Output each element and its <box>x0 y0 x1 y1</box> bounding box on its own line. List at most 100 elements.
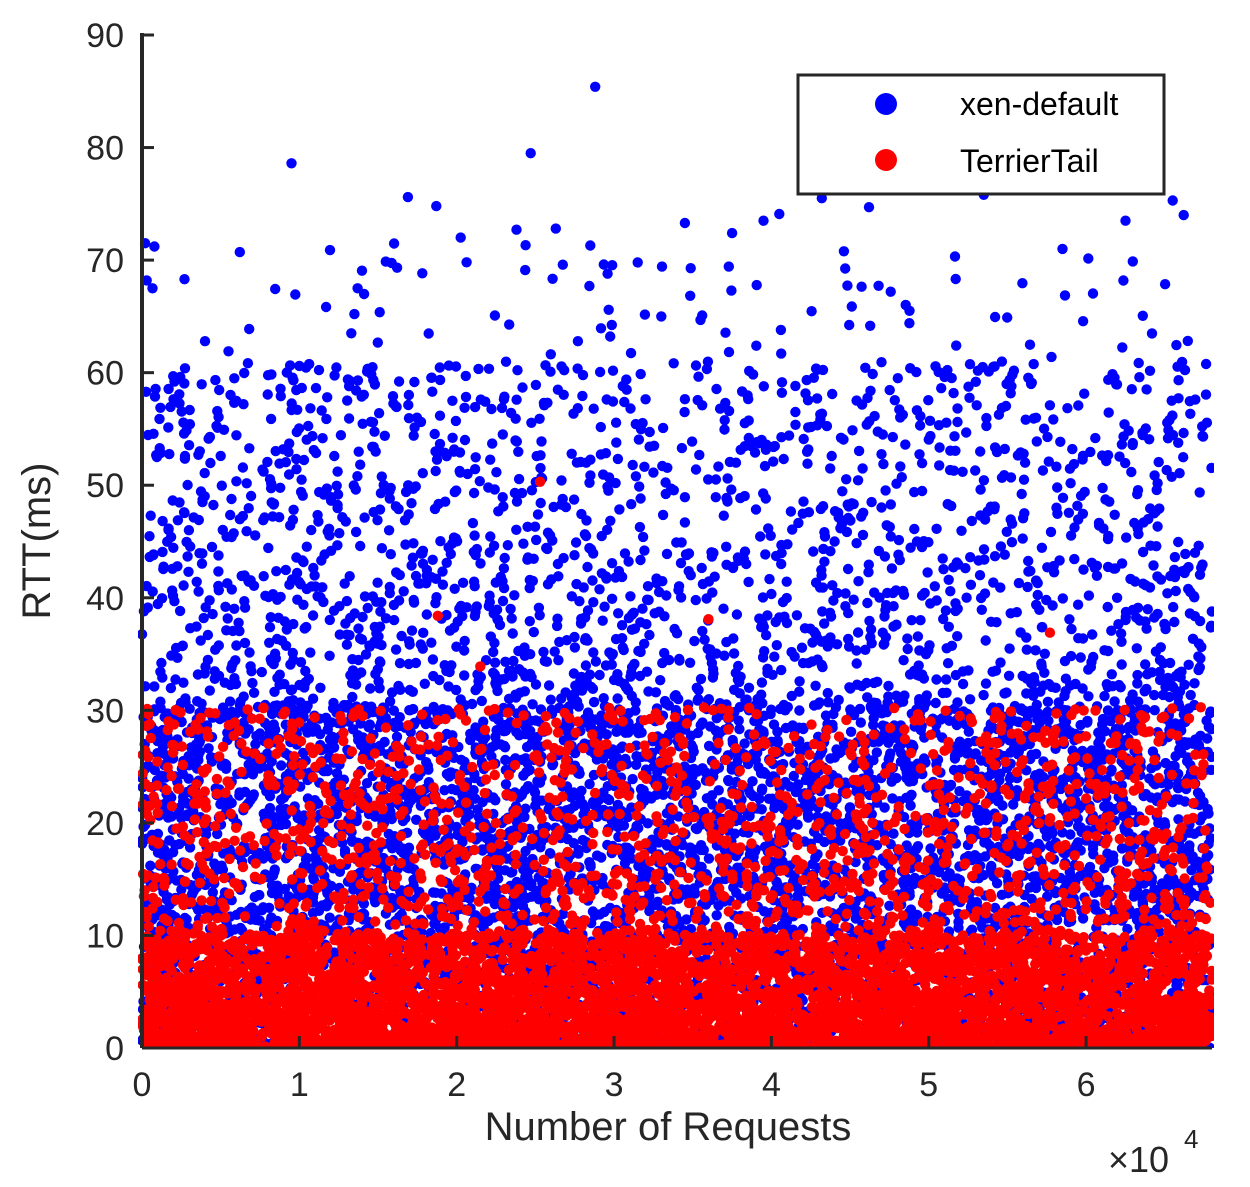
data-point <box>207 887 218 898</box>
data-point <box>587 715 598 726</box>
data-point <box>868 755 879 766</box>
data-point <box>845 726 857 737</box>
data-point <box>711 910 722 921</box>
data-point <box>879 802 890 813</box>
data-point <box>499 865 511 876</box>
data-point <box>465 728 476 739</box>
data-point <box>1149 705 1160 716</box>
data-point <box>1145 792 1157 803</box>
data-point <box>1026 749 1037 760</box>
data-point <box>1107 850 1119 861</box>
data-point <box>724 921 735 933</box>
data-point <box>499 725 511 737</box>
data-point <box>696 861 707 873</box>
data-point <box>885 748 896 759</box>
data-point <box>891 772 902 784</box>
data-point <box>1205 706 1214 717</box>
data-point <box>995 768 1006 779</box>
data-point <box>784 781 795 792</box>
data-point <box>455 754 467 765</box>
data-point <box>388 705 400 716</box>
data-point <box>855 717 866 728</box>
data-point <box>905 904 917 915</box>
data-point <box>695 840 707 851</box>
data-point <box>428 887 439 898</box>
data-point <box>249 891 260 903</box>
data-point <box>691 823 703 835</box>
data-point <box>986 860 997 872</box>
data-point <box>180 797 191 808</box>
data-point <box>637 786 648 798</box>
data-point <box>518 770 529 781</box>
data-point <box>411 814 422 825</box>
data-point <box>568 787 579 798</box>
data-point <box>577 798 588 810</box>
data-point <box>982 813 993 824</box>
data-point <box>700 767 711 778</box>
data-point <box>734 723 745 735</box>
data-point <box>739 738 750 749</box>
data-point <box>439 785 450 796</box>
data-point <box>423 764 434 775</box>
data-point <box>757 783 768 794</box>
data-point <box>584 778 595 790</box>
data-point <box>834 747 845 759</box>
data-point <box>697 717 708 728</box>
data-point <box>729 828 741 839</box>
data-point <box>321 901 332 912</box>
data-point <box>972 809 983 820</box>
data-point <box>379 736 390 748</box>
data-point <box>577 834 588 846</box>
data-point <box>589 910 601 921</box>
data-point <box>1072 837 1084 848</box>
data-point <box>516 790 527 801</box>
data-point <box>500 779 512 790</box>
data-point <box>763 793 775 804</box>
data-point <box>633 728 644 739</box>
data-point <box>936 888 947 899</box>
data-point <box>270 724 281 735</box>
data-point <box>326 743 337 754</box>
data-point <box>324 912 335 923</box>
data-point <box>162 812 174 823</box>
data-point <box>1095 742 1106 754</box>
data-point <box>145 860 156 871</box>
data-point <box>397 843 408 854</box>
data-point <box>907 775 919 787</box>
data-point <box>905 761 916 772</box>
data-point <box>703 853 715 864</box>
data-point <box>963 726 974 737</box>
data-point <box>991 878 1003 889</box>
data-point <box>807 859 818 870</box>
data-point <box>326 717 337 728</box>
data-point <box>825 753 836 764</box>
data-point <box>703 740 715 752</box>
data-point <box>489 887 500 898</box>
data-point <box>772 735 783 746</box>
data-point <box>573 844 584 856</box>
data-point <box>1195 730 1206 741</box>
data-point <box>520 803 531 814</box>
data-point <box>918 753 930 764</box>
data-point <box>701 793 713 804</box>
data-point <box>963 825 975 836</box>
data-point <box>803 812 814 823</box>
data-point <box>666 721 677 732</box>
data-point <box>481 832 492 844</box>
data-point <box>387 843 398 854</box>
data-point <box>562 833 573 845</box>
data-point <box>434 923 446 934</box>
data-point <box>251 730 262 742</box>
data-point <box>1106 764 1117 775</box>
data-point <box>748 790 759 802</box>
data-point <box>167 847 179 858</box>
data-point <box>483 915 494 927</box>
data-point <box>427 827 438 838</box>
data-point <box>973 852 984 863</box>
data-point <box>733 715 744 726</box>
data-point <box>276 760 287 771</box>
data-point <box>631 759 642 770</box>
data-point <box>520 728 531 740</box>
data-point <box>1103 715 1115 726</box>
